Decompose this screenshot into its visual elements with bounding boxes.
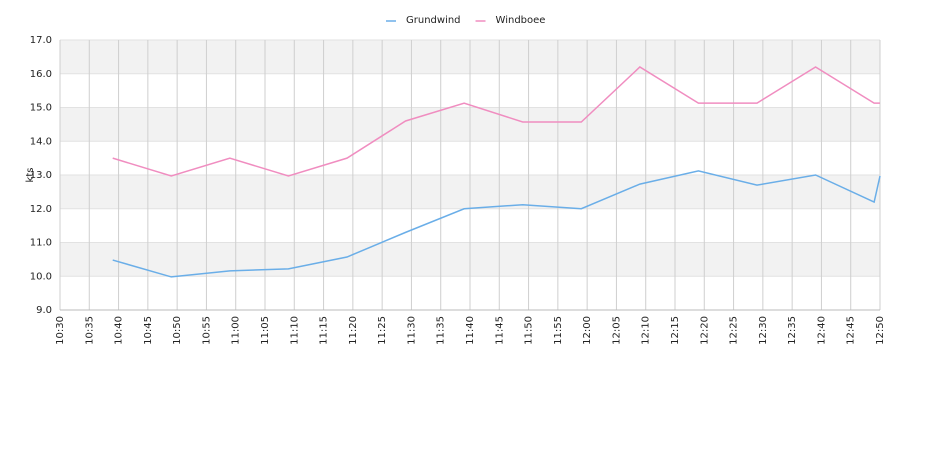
x-tick-label: 10:50 (172, 316, 183, 345)
x-tick-label: 11:05 (260, 316, 271, 345)
x-tick-label: 11:35 (436, 316, 447, 345)
series-line (112, 170, 881, 278)
x-tick-label: 10:40 (114, 316, 125, 345)
y-tick-label: 16.0 (30, 69, 52, 80)
x-tick-label: 12:25 (729, 316, 740, 345)
x-tick-label: 11:40 (465, 316, 476, 345)
y-tick-label: 12.0 (30, 204, 52, 215)
x-tick-label: 12:20 (699, 316, 710, 345)
x-tick-label: 11:00 (231, 316, 242, 345)
x-tick-label: 12:35 (787, 316, 798, 345)
x-tick-label: 11:45 (494, 316, 505, 345)
x-tick-label: 12:40 (816, 316, 827, 345)
x-tick-label: 11:10 (289, 316, 300, 345)
x-tick-label: 12:45 (846, 316, 857, 345)
x-tick-label: 11:50 (524, 316, 535, 345)
legend-label: Windboee (496, 15, 546, 26)
x-tick-label: 11:25 (377, 316, 388, 345)
x-tick-label: 11:15 (319, 316, 330, 345)
x-tick-label: 12:00 (582, 316, 593, 345)
series-line (112, 66, 880, 177)
y-axis-label: kts (25, 168, 36, 183)
x-tick-label: 11:55 (553, 316, 564, 345)
x-tick-label: 11:30 (406, 316, 417, 345)
y-tick-label: 13.0 (30, 170, 52, 181)
x-tick-label: 12:15 (670, 316, 681, 345)
x-tick-label: 12:05 (611, 316, 622, 345)
legend-label: Grundwind (406, 15, 461, 26)
x-tick-label: 12:50 (875, 316, 886, 345)
y-tick-label: 9.0 (36, 305, 52, 316)
x-tick-label: 10:45 (143, 316, 154, 345)
y-tick-label: 10.0 (30, 271, 52, 282)
y-tick-label: 17.0 (30, 35, 52, 46)
x-tick-label: 12:10 (641, 316, 652, 345)
x-tick-label: 10:30 (55, 316, 66, 345)
y-tick-label: 11.0 (30, 238, 52, 249)
x-tick-label: 10:55 (201, 316, 212, 345)
y-tick-label: 14.0 (30, 136, 52, 147)
y-tick-label: 15.0 (30, 103, 52, 114)
x-tick-label: 12:30 (758, 316, 769, 345)
x-tick-label: 10:35 (84, 316, 95, 345)
x-tick-label: 11:20 (348, 316, 359, 345)
